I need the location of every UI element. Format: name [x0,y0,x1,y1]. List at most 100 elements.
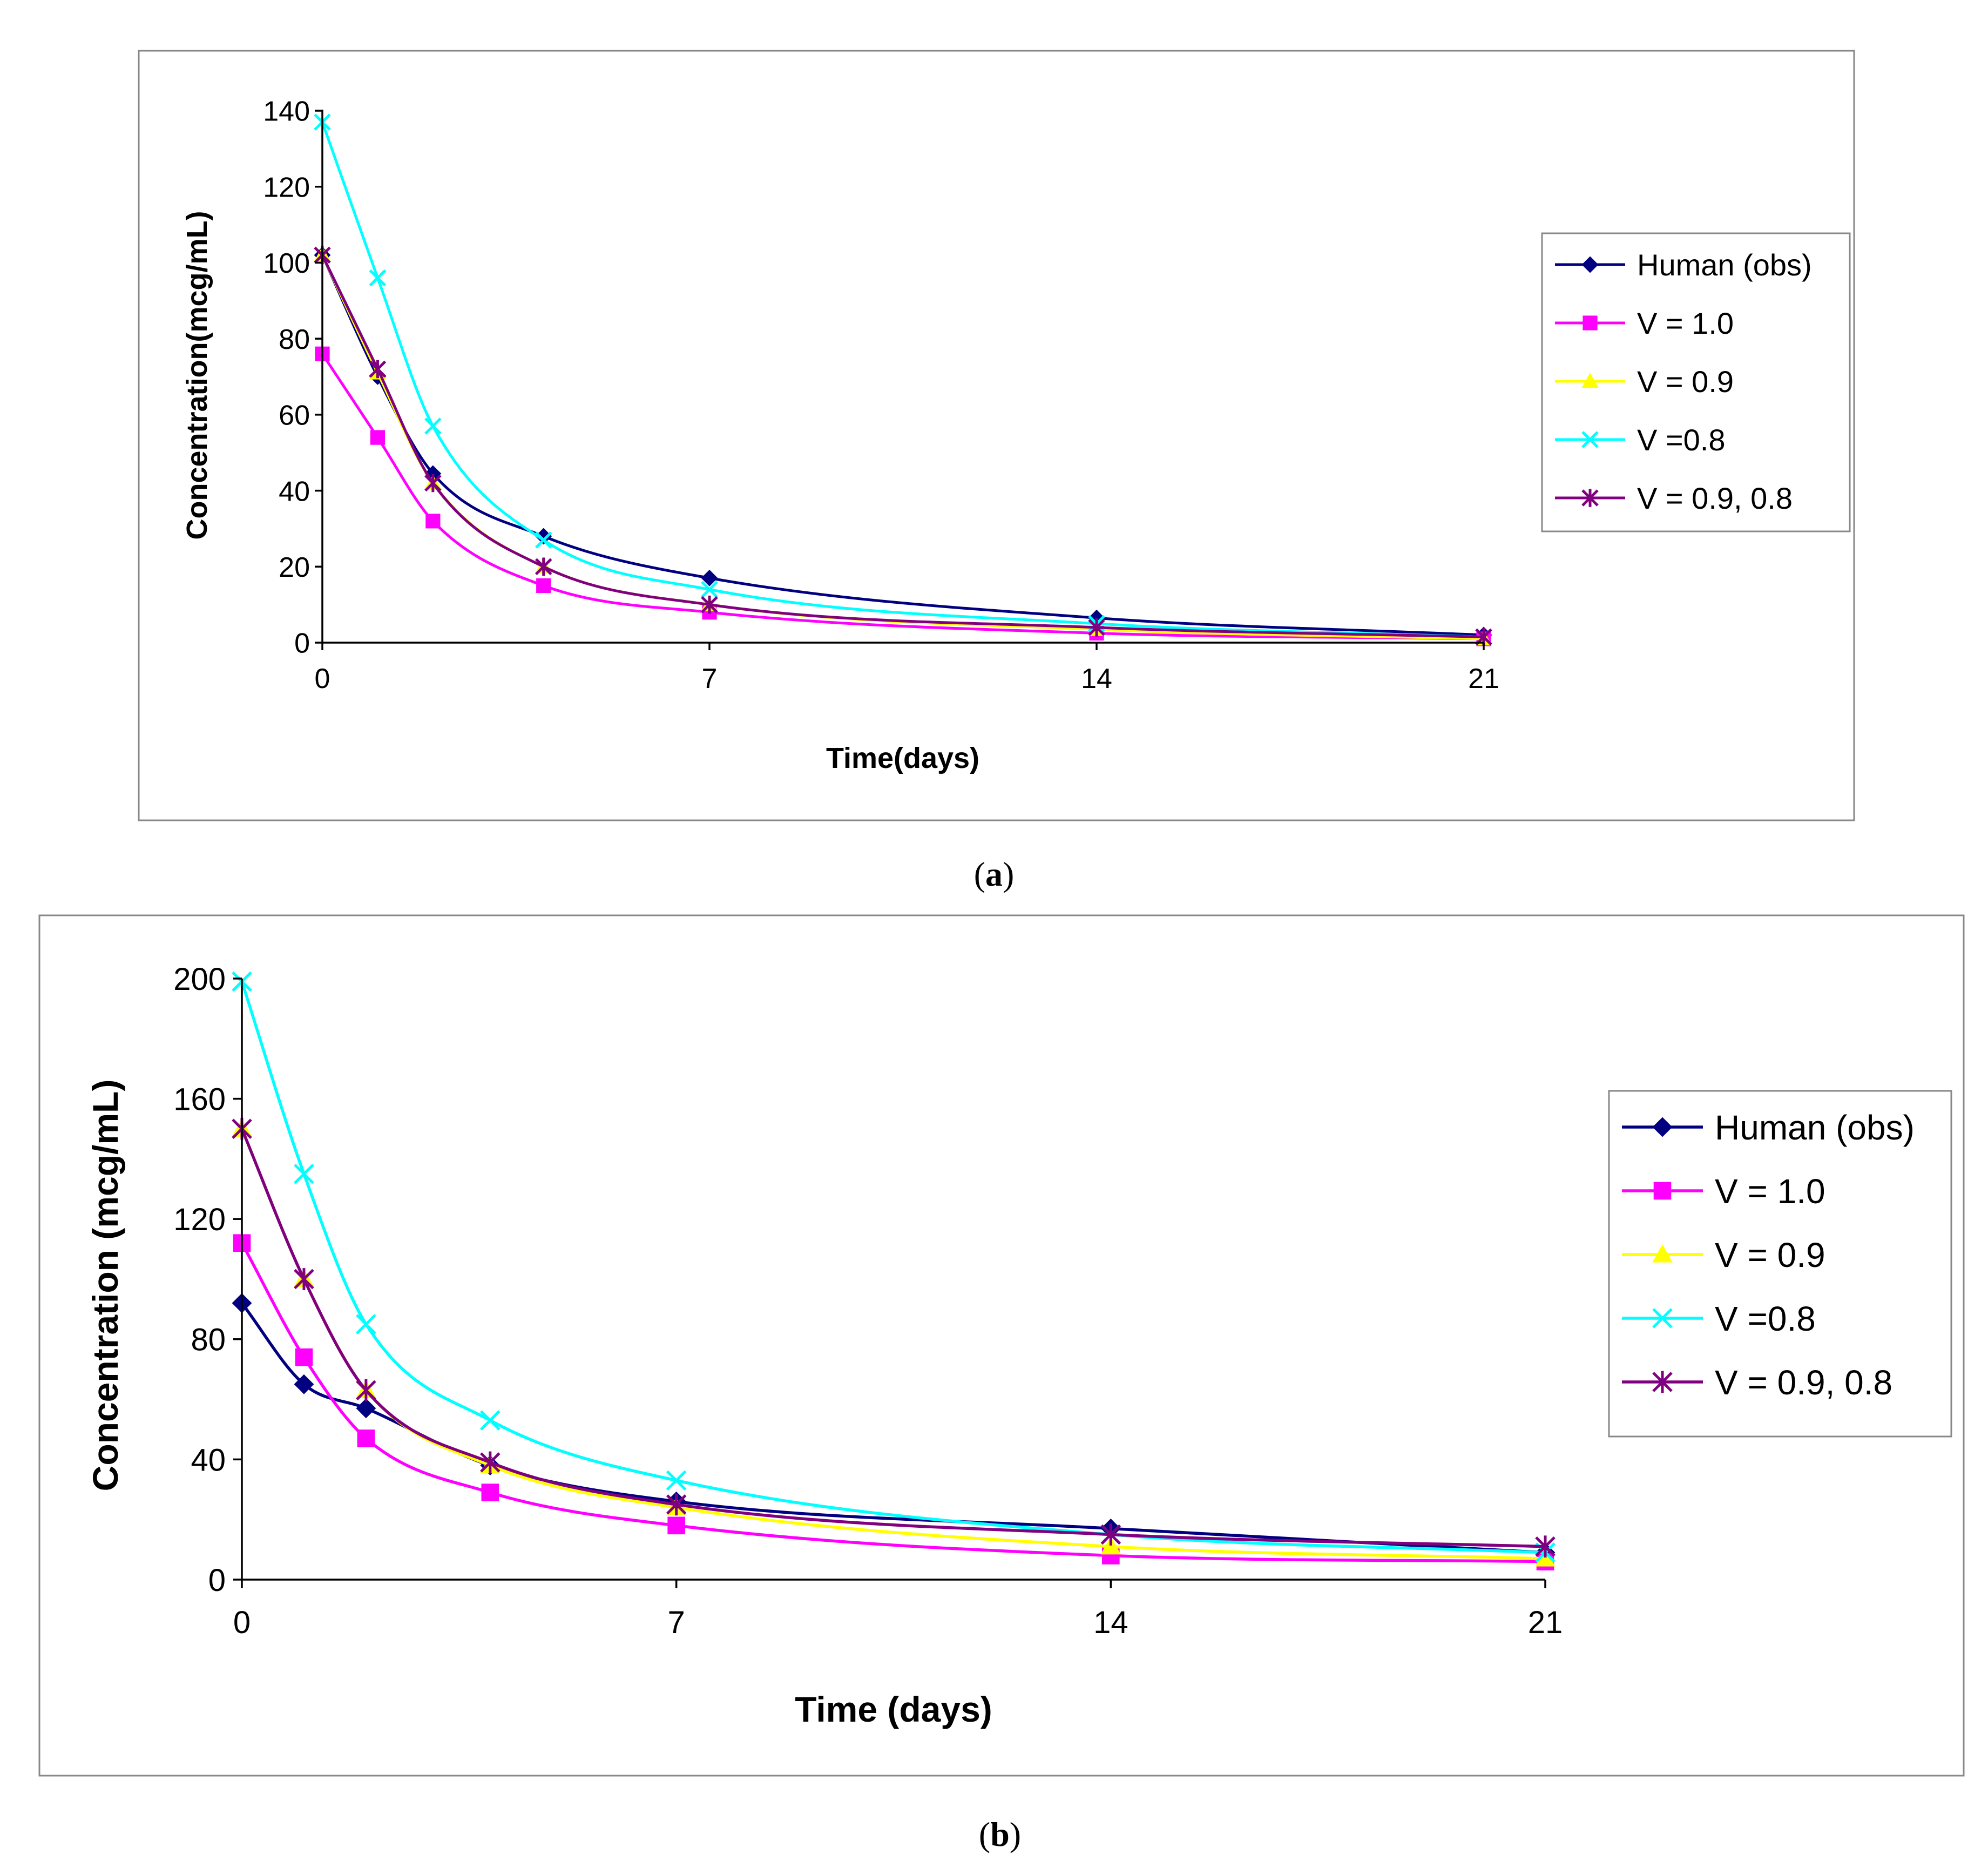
series-line-a-v-0-8 [321,122,1484,638]
legend-item-b-v-0-9-0-8: V = 0.9, 0.8 [1622,1363,1892,1402]
legend-item-a-v-0-9-0-8: V = 0.9, 0.8 [1555,481,1793,515]
series-line-a-v-1-0 [321,353,1484,640]
y-tick-label-b-160: 160 [173,1082,226,1117]
series-layer-b [232,971,1556,1570]
x-tick-label-b-14: 14 [1093,1605,1128,1640]
legend-label-b-human-obs: Human (obs) [1715,1108,1915,1147]
series-a-v-0-9-0-8 [314,246,1492,646]
y-tick-label-a-20: 20 [279,552,310,583]
legend-label-a-v-0-9-0-8: V = 0.9, 0.8 [1637,481,1793,515]
legend-label-b-v-0-8: V =0.8 [1715,1299,1816,1338]
legend-item-b-v-0-8: V =0.8 [1622,1299,1816,1338]
data-point-a-v-0-9-0-8-5 [1088,618,1105,637]
series-b-v-0-9-0-8 [232,1117,1556,1558]
y-tick-label-b-120: 120 [173,1202,226,1237]
data-point-a-v-0-8-1 [369,269,387,287]
data-point-a-v-1-0-2 [425,514,441,529]
y-tick-label-b-0: 0 [208,1563,226,1598]
data-point-b-v-0-9-0-8-4 [666,1493,687,1516]
legend-marker-b-v-0-8 [1652,1308,1673,1328]
data-point-b-v-0-9-0-8-5 [1100,1523,1121,1546]
legend-marker-b-v-1-0 [1653,1182,1672,1200]
data-point-b-v-0-8-2 [356,1314,376,1334]
legend-marker-a-human-obs [1581,256,1599,273]
y-tick-label-b-40: 40 [191,1442,226,1478]
x-tick-label-a-7: 7 [702,663,718,694]
y-tick-label-b-200: 200 [173,962,226,997]
data-point-a-v-0-8-2 [424,417,442,435]
y-tick-label-a-40: 40 [279,476,310,507]
x-tick-label-b-0: 0 [233,1605,251,1640]
chart-panel-b: 0 7 14 21 0 40 80 120 160 200 Time (days) Concent… [38,914,1965,1777]
legend-label-a-human-obs: Human (obs) [1637,248,1812,282]
legend-label-a-v-1-0: V = 1.0 [1637,306,1734,340]
data-point-a-v-0-9-0-8-2 [424,474,442,493]
data-point-b-human-obs-1 [294,1374,314,1394]
legend-label-a-v-0-8: V =0.8 [1637,423,1725,457]
legend-marker-b-v-0-9 [1652,1244,1673,1263]
chart-panel-a: 0 7 14 21 0 20 40 60 80 100 120 140 Time(days) Conc… [138,50,1855,821]
legend-marker-a-v-0-9 [1581,372,1599,388]
y-tick-label-a-0: 0 [294,628,310,659]
legend-item-a-v-1-0: V = 1.0 [1555,306,1734,340]
y-tick-label-b-80: 80 [191,1323,226,1358]
series-line-b-human-obs [240,1302,1546,1554]
legend-marker-a-v-1-0 [1583,315,1598,331]
legend-b: Human (obs) V = 1.0 V = 0.9 V =0.8 V = 0.9, … [1608,1090,1952,1438]
x-tick-label-a-0: 0 [315,663,330,694]
data-point-a-v-0-9-0-8-4 [701,595,718,614]
caption-b: (b) [979,1815,1021,1853]
series-line-b-v-1-0 [240,1242,1546,1563]
legend-label-a-v-0-9: V = 0.9 [1637,365,1734,399]
y-tick-label-a-140: 140 [263,96,310,127]
data-point-b-v-0-9-0-8-3 [480,1451,501,1474]
legend-label-b-v-1-0: V = 1.0 [1715,1172,1825,1211]
x-tick-label-a-21: 21 [1468,663,1499,694]
legend-item-b-v-0-9: V = 0.9 [1622,1236,1825,1274]
x-tick-label-b-7: 7 [668,1605,685,1640]
x-axis-title-a: Time(days) [826,742,979,774]
y-tick-label-a-100: 100 [263,248,310,279]
series-line-b-v-0-9-0-8 [240,1128,1546,1548]
y-axis-title-a: Concentration(mcg/mL) [181,211,213,540]
data-point-a-human-obs-4 [701,569,718,586]
data-point-a-v-0-9-0-8-1 [369,360,387,379]
data-point-b-v-1-0-3 [481,1483,499,1501]
data-point-b-v-1-0-1 [295,1348,313,1366]
data-point-b-v-0-9-5 [1100,1536,1121,1555]
legend-item-a-human-obs: Human (obs) [1555,248,1812,282]
legend-box-a [1541,232,1851,532]
data-point-b-human-obs-2 [356,1398,376,1419]
data-point-b-v-1-0-4 [667,1516,685,1535]
data-point-b-v-0-9-0-8-6 [1535,1535,1556,1558]
legend-marker-a-v-0-8 [1581,431,1599,448]
data-point-b-v-0-8-1 [294,1163,314,1184]
data-point-a-v-1-0-3 [536,578,551,594]
data-point-b-v-0-8-4 [666,1470,687,1491]
caption-a: (a) [974,855,1015,893]
legend-label-b-v-0-9-0-8: V = 0.9, 0.8 [1715,1363,1892,1402]
data-point-a-v-0-9-0-8-3 [535,557,552,576]
data-point-b-v-0-8-3 [480,1410,501,1431]
x-tick-label-b-21: 21 [1528,1605,1563,1640]
legend-marker-b-v-0-9-0-8 [1652,1371,1673,1393]
y-tick-label-a-80: 80 [279,324,310,355]
legend-marker-b-human-obs [1652,1117,1673,1137]
x-axis-title-b: Time (days) [795,1689,992,1729]
legend-item-a-v-0-9: V = 0.9 [1555,365,1734,399]
series-line-a-v-0-9-0-8 [321,254,1484,638]
ticks-b: 0 7 14 21 0 40 80 120 160 200 [173,962,1563,1640]
y-tick-label-a-120: 120 [263,172,310,203]
ticks-a: 0 7 14 21 0 20 40 60 80 100 120 140 [263,96,1499,694]
data-point-b-v-1-0-2 [357,1429,375,1447]
legend-marker-a-v-0-9-0-8 [1581,489,1599,507]
data-point-a-v-1-0-1 [370,430,386,445]
legend-item-b-v-1-0: V = 1.0 [1622,1172,1825,1211]
data-point-b-v-0-9-0-8-1 [294,1268,314,1290]
data-point-b-v-0-9-0-8-2 [356,1379,376,1401]
x-tick-label-a-14: 14 [1081,663,1112,694]
series-b-v-1-0 [233,1234,1554,1570]
series-layer-a [314,113,1492,646]
y-axis-title-b: Concentration (mcg/mL) [85,1080,125,1492]
